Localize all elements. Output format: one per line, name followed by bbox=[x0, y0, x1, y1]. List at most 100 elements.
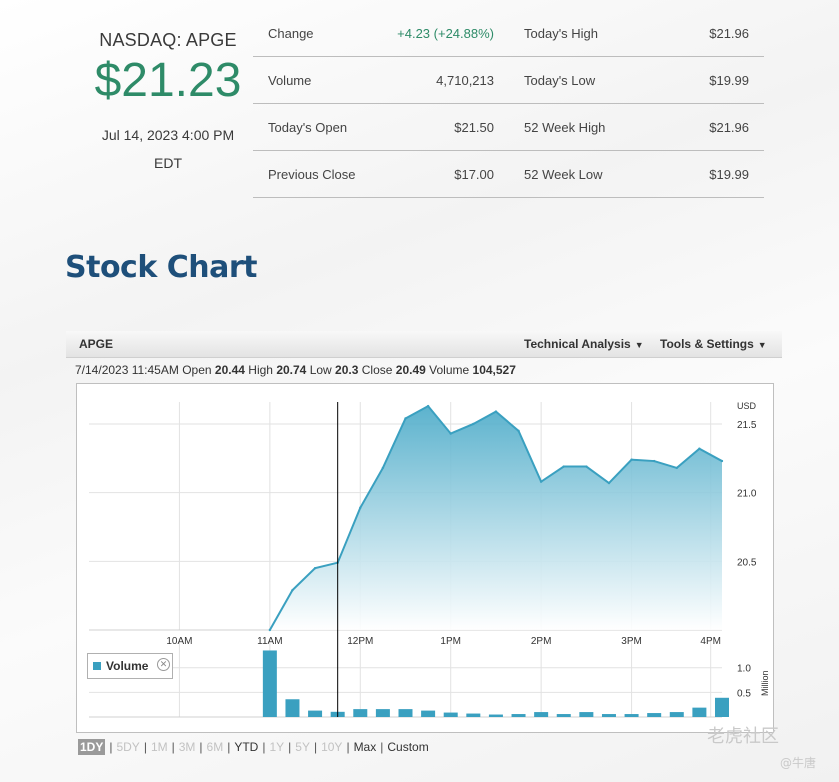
price-point bbox=[585, 465, 588, 468]
stat-label: Volume bbox=[268, 73, 312, 88]
tools-settings-menu[interactable]: Tools & Settings ▼ bbox=[660, 337, 767, 351]
volume-bar bbox=[375, 709, 390, 717]
stat-label: 52 Week Low bbox=[524, 167, 603, 182]
range-5y: 5Y bbox=[295, 740, 310, 754]
stat-label: 52 Week High bbox=[524, 120, 606, 135]
range-1y: 1Y bbox=[269, 740, 285, 754]
price-tick-label: 21.0 bbox=[737, 489, 757, 500]
range-1m: 1M bbox=[150, 740, 168, 754]
price-point bbox=[675, 466, 678, 470]
chart-toolbar: APGE Technical Analysis ▼ Tools & Setting… bbox=[66, 331, 782, 358]
volume-label: Volume bbox=[429, 363, 470, 377]
volume-bar bbox=[443, 712, 458, 717]
stock-chart[interactable]: 21.5 21.0 20.5 1.0 0.5 USD Million 10AM 11AM 12PM… bbox=[76, 383, 774, 733]
stat-row: Change +4.23 (+24.88%) Today's High $21.… bbox=[253, 10, 764, 57]
volume-bar bbox=[421, 710, 436, 717]
volume-bar bbox=[669, 712, 684, 717]
section-title: Stock Chart bbox=[65, 250, 258, 285]
range-10y: 10Y bbox=[321, 740, 343, 754]
technical-analysis-label: Technical Analysis bbox=[524, 337, 631, 351]
quote-summary: NASDAQ: APGE $21.23 Jul 14, 2023 4:00 PM… bbox=[88, 30, 248, 177]
stat-value: $17.00 bbox=[454, 167, 494, 182]
volume-bar bbox=[398, 709, 413, 717]
stat-value: $19.99 bbox=[709, 73, 749, 88]
price-point bbox=[381, 466, 385, 470]
volume-legend[interactable]: Volume ✕ bbox=[87, 653, 173, 679]
chart-canvas[interactable]: 21.5 21.0 20.5 1.0 0.5 USD Million 10AM 11AM 12PM… bbox=[77, 384, 773, 732]
price-point bbox=[539, 480, 543, 483]
range-ytd[interactable]: YTD bbox=[234, 740, 259, 754]
stat-label: Today's Open bbox=[268, 120, 348, 135]
range-3m: 3M bbox=[178, 740, 196, 754]
volume-bar bbox=[647, 713, 662, 717]
price-point bbox=[268, 628, 272, 632]
time-tick-label: 1PM bbox=[440, 636, 461, 647]
volume-bar bbox=[308, 710, 323, 717]
technical-analysis-menu[interactable]: Technical Analysis ▼ bbox=[524, 337, 644, 351]
quote-stats-table: Change +4.23 (+24.88%) Today's High $21.… bbox=[253, 10, 764, 198]
tools-settings-label: Tools & Settings bbox=[660, 337, 754, 351]
range-5dy: 5DY bbox=[116, 740, 140, 754]
volume-unit-label: Million bbox=[760, 670, 770, 696]
range-separator: | bbox=[143, 740, 147, 754]
volume-bar bbox=[285, 699, 300, 717]
price-point bbox=[426, 404, 430, 408]
range-selector: 1DY | 5DY | 1M | 3M | 6M | YTD | 1Y | 5Y | 10Y | Max | Custo… bbox=[78, 739, 429, 755]
time-tick-label: 10AM bbox=[166, 636, 192, 647]
stat-label: Today's Low bbox=[524, 73, 596, 88]
stat-value: +4.23 (+24.88%) bbox=[397, 26, 494, 41]
range-separator: | bbox=[227, 740, 231, 754]
range-separator: | bbox=[380, 740, 384, 754]
range-separator: | bbox=[346, 740, 350, 754]
range-separator: | bbox=[109, 740, 113, 754]
volume-bar bbox=[579, 712, 594, 717]
close-icon[interactable]: ✕ bbox=[157, 658, 170, 671]
price-point bbox=[313, 566, 317, 570]
price-point bbox=[698, 447, 701, 450]
time-tick-label: 11AM bbox=[257, 636, 282, 647]
stat-value: 4,710,213 bbox=[436, 73, 494, 88]
caret-down-icon: ▼ bbox=[757, 340, 767, 350]
volume-bar bbox=[488, 714, 503, 717]
stat-value: $21.96 bbox=[709, 26, 749, 41]
volume-swatch bbox=[93, 662, 101, 670]
price-tick-label: 21.5 bbox=[737, 420, 757, 431]
volume-bar bbox=[692, 707, 707, 717]
price-point bbox=[291, 588, 294, 592]
price-point bbox=[517, 429, 520, 433]
price-point bbox=[652, 459, 656, 463]
open-label: Open bbox=[182, 363, 212, 377]
volume-tick-label: 0.5 bbox=[737, 688, 751, 699]
price-tick-label: 20.5 bbox=[737, 557, 757, 568]
stat-value: $21.50 bbox=[454, 120, 494, 135]
price-area bbox=[269, 406, 722, 630]
range-6m: 6M bbox=[206, 740, 224, 754]
price-point bbox=[720, 459, 724, 463]
stat-row: Today's Open $21.50 52 Week High $21.96 bbox=[253, 104, 764, 151]
ticker-symbol: NASDAQ: APGE bbox=[99, 30, 237, 50]
range-separator: | bbox=[288, 740, 292, 754]
stat-row: Previous Close $17.00 52 Week Low $19.99 bbox=[253, 151, 764, 198]
volume-bar bbox=[534, 712, 549, 717]
last-price: $21.23 bbox=[94, 54, 242, 107]
volume-bar bbox=[624, 714, 639, 717]
range-separator: | bbox=[199, 740, 203, 754]
volume-tick-label: 1.0 bbox=[737, 664, 751, 675]
low-label: Low bbox=[309, 363, 332, 377]
volume-bar bbox=[262, 650, 277, 717]
high-label: High bbox=[248, 363, 273, 377]
volume-bar bbox=[353, 709, 368, 717]
volume-bar bbox=[601, 714, 616, 717]
range-custom[interactable]: Custom bbox=[387, 740, 429, 754]
range-max[interactable]: Max bbox=[353, 740, 377, 754]
range-separator: | bbox=[171, 740, 175, 754]
open-value: 20.44 bbox=[214, 363, 245, 377]
price-point bbox=[494, 410, 498, 413]
caret-down-icon: ▼ bbox=[634, 340, 644, 350]
price-point bbox=[449, 432, 452, 435]
time-tick-label: 4PM bbox=[700, 636, 721, 647]
volume-bar bbox=[556, 714, 571, 717]
chart-symbol: APGE bbox=[79, 337, 114, 351]
range-1dy[interactable]: 1DY bbox=[78, 739, 106, 755]
close-value: 20.49 bbox=[395, 363, 426, 377]
